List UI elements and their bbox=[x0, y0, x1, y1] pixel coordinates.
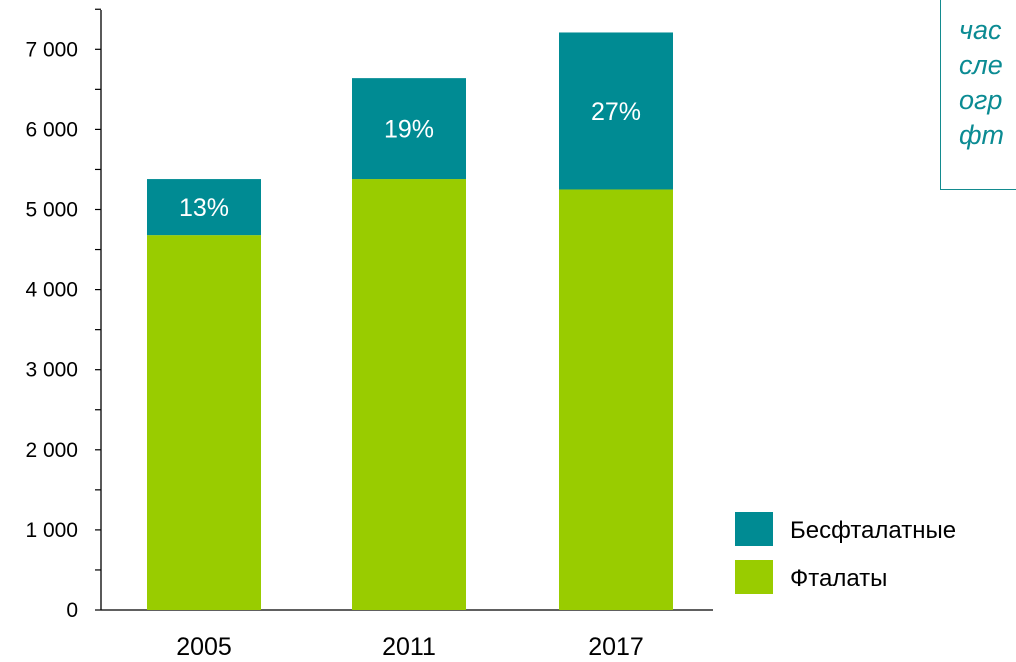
annotation-box: час сле огр фт bbox=[940, 0, 1016, 190]
bar-segment-phthalate-free-2017 bbox=[559, 32, 673, 190]
data-label: 27% bbox=[591, 98, 641, 126]
x-axis: 2005 2011 2017 bbox=[101, 609, 713, 661]
y-tick-label: 1 000 bbox=[25, 519, 78, 542]
x-tick-label: 2011 bbox=[382, 633, 436, 661]
y-tick-label: 7 000 bbox=[25, 38, 78, 61]
x-tick-label: 2017 bbox=[588, 633, 644, 661]
legend-swatch bbox=[735, 512, 773, 546]
data-labels: 13% 19% 27% bbox=[179, 98, 641, 222]
y-tick-label: 4 000 bbox=[25, 279, 78, 302]
legend-swatch bbox=[735, 560, 773, 594]
bar-segment-phthalates-2017 bbox=[559, 189, 673, 610]
y-tick-label: 6 000 bbox=[25, 118, 78, 141]
annotation-text: час сле огр фт bbox=[959, 15, 1005, 150]
y-tick-label: 5 000 bbox=[25, 199, 78, 222]
x-tick-label: 2005 bbox=[176, 633, 232, 661]
y-tick-label: 0 bbox=[66, 599, 78, 622]
bar-segment-phthalates-2011 bbox=[352, 179, 466, 610]
legend-label: Бесфталатные bbox=[790, 517, 956, 544]
y-tick-label: 3 000 bbox=[25, 359, 78, 382]
data-label: 19% bbox=[384, 116, 434, 144]
bar-segment-phthalates-2005 bbox=[147, 235, 261, 610]
legend-label: Фталаты bbox=[790, 565, 887, 592]
bar-segment-phthalate-free-2005 bbox=[147, 179, 261, 236]
bars bbox=[147, 32, 673, 610]
data-label: 13% bbox=[179, 194, 229, 222]
y-axis: 0 1 000 2 000 3 000 4 000 5 000 6 000 7 000 bbox=[25, 8, 102, 622]
y-tick-label: 2 000 bbox=[25, 439, 78, 462]
bar-segment-phthalate-free-2011 bbox=[352, 78, 466, 180]
legend: Бесфталатные Фталаты bbox=[735, 512, 956, 594]
